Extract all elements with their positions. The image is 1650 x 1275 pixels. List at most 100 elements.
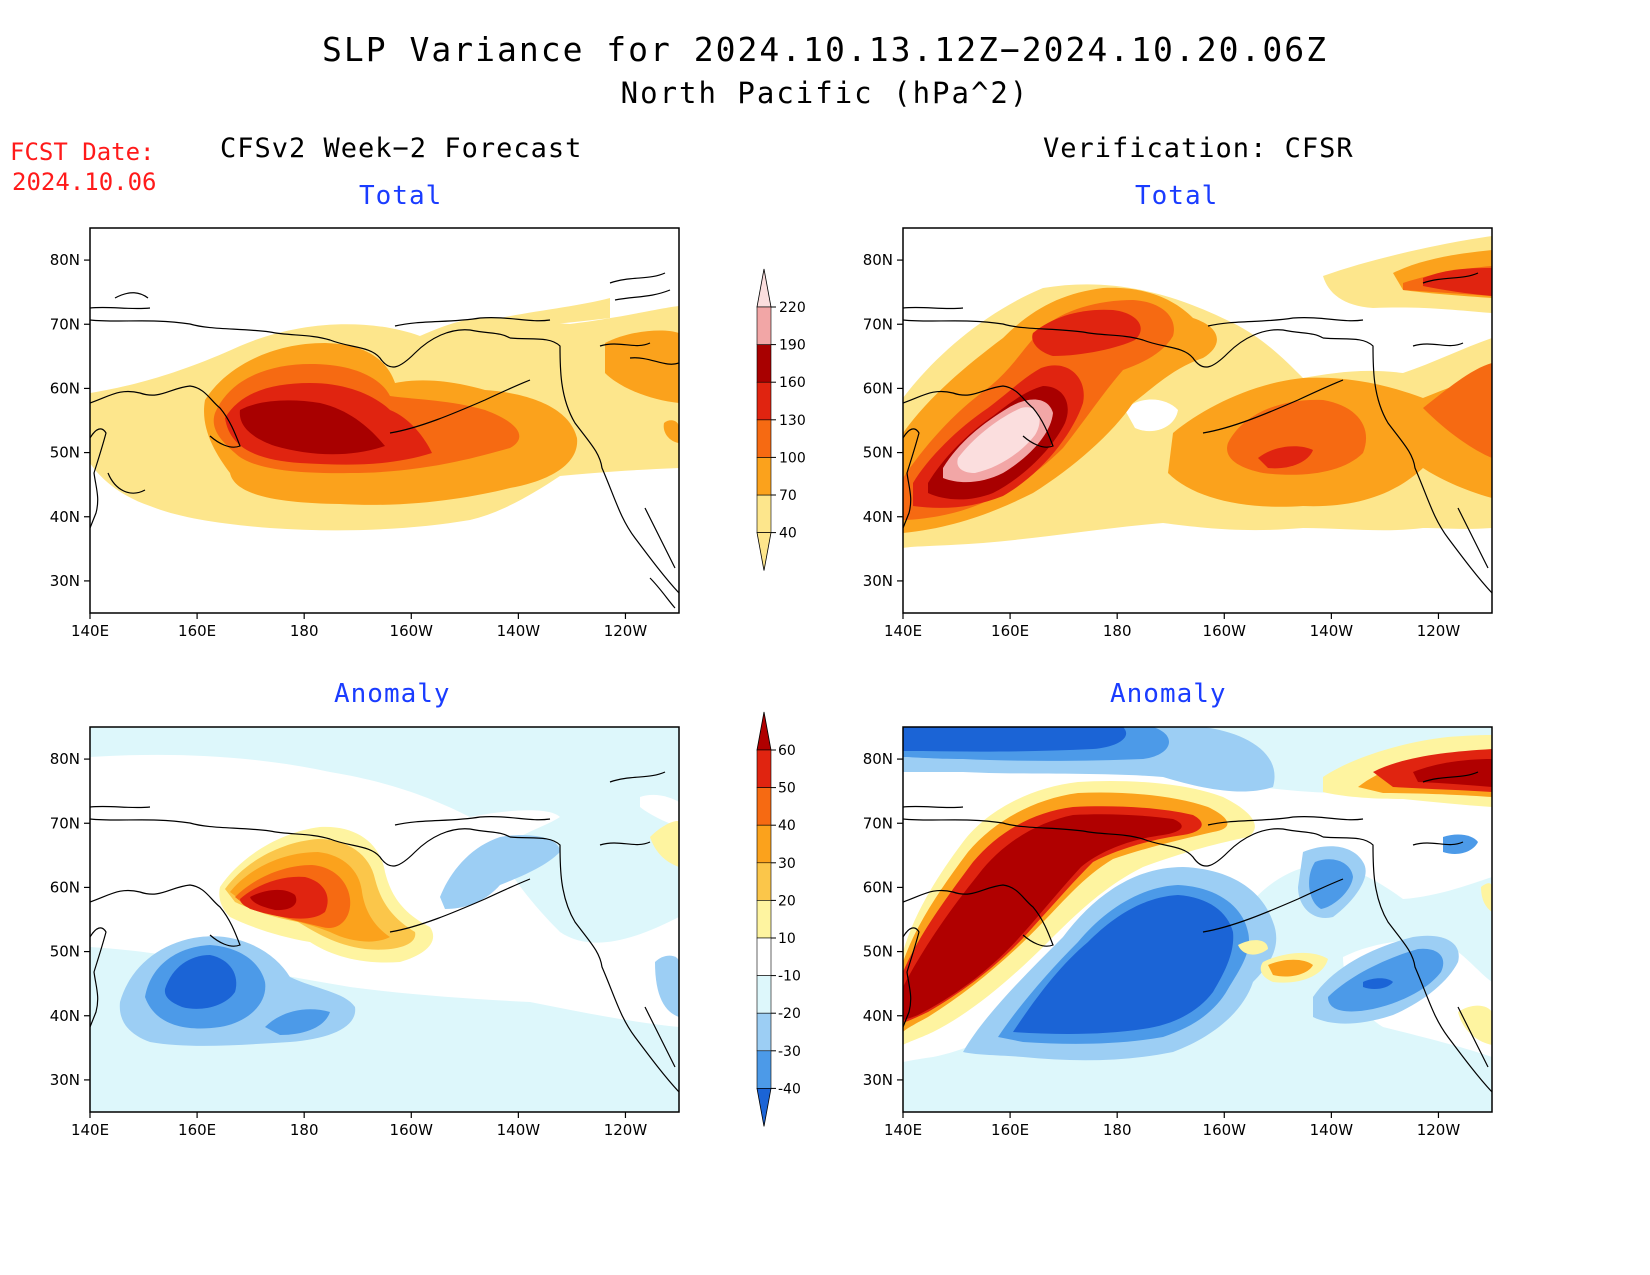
lat-tick-label: 40N [863, 1007, 893, 1025]
lat-tick-label: 50N [50, 943, 80, 961]
total-colorbar: 40 70 100 130 160 190 220 [756, 268, 806, 571]
forecast-anomaly-map: 140E 160E 180 160W 140W 120W 80N 70N 60N 50N 40N 3… [50, 726, 680, 1139]
colorbar-segment [756, 381, 772, 421]
lon-tick-label: 160W [390, 1121, 434, 1139]
colorbar-label: 60 [778, 743, 796, 759]
verification-anomaly-map: 140E 160E 180 160W 140W 120W 80N 70N 60N 50N 40N 3… [863, 726, 1493, 1139]
colorbar-label: 10 [778, 931, 796, 947]
colorbar-top-triangle [756, 268, 772, 308]
contour-neutral-2 [640, 794, 679, 827]
lat-tick-label: 40N [863, 508, 893, 526]
verification-total-map: 140E 160E 180 160W 140W 120W 80N 70N 60N 50N 40N 3… [863, 227, 1493, 640]
anomaly-colorbar: 60 50 40 30 20 10 -10 -20 -30 -40 [756, 711, 801, 1127]
coastlines [903, 771, 1492, 1093]
colorbar-segment [756, 1012, 772, 1052]
lon-tick-label: 140E [884, 1121, 922, 1139]
lon-axis: 140E 160E 180 160W 140W 120W [71, 613, 647, 640]
forecast-total-map: 140E 160E 180 160W 140W 120W 80N 70N 60N 50N 40N 3… [50, 227, 680, 640]
contour-neg-30-ne [1443, 834, 1478, 854]
lat-tick-label: 60N [50, 379, 80, 397]
colorbar-label: -10 [778, 969, 801, 985]
lat-tick-label: 60N [863, 379, 893, 397]
lat-tick-label: 70N [50, 814, 80, 832]
lat-tick-label: 80N [863, 750, 893, 768]
colorbar-label: 30 [778, 856, 796, 872]
colorbar-label: 190 [779, 338, 806, 354]
lon-tick-label: 120W [604, 622, 648, 640]
colorbar-label: 100 [779, 450, 806, 466]
lon-tick-label: 180 [1103, 1121, 1132, 1139]
colorbar-segment [756, 344, 772, 383]
hole-north [1398, 311, 1463, 337]
colorbar-label: -20 [778, 1006, 801, 1022]
colorbar-segment [756, 1050, 772, 1089]
colorbar-label: 50 [778, 781, 796, 797]
lon-tick-label: 160W [390, 622, 434, 640]
contour-neg-20-ne [440, 835, 560, 909]
contour-160 [239, 400, 385, 455]
lat-tick-label: 50N [50, 444, 80, 462]
coastlines [90, 272, 679, 609]
lat-tick-label: 50N [863, 444, 893, 462]
forecast-anomaly-contours [90, 727, 679, 1112]
coastlines [90, 771, 679, 1093]
lon-tick-label: 160E [178, 622, 216, 640]
lat-tick-label: 70N [50, 315, 80, 333]
colorbar-label: 40 [779, 526, 797, 542]
colorbar-segment [756, 900, 772, 939]
lon-tick-label: 180 [1103, 622, 1132, 640]
colorbar-bottom-triangle [756, 532, 772, 571]
lat-axis: 80N 70N 60N 50N 40N 30N [50, 251, 90, 590]
right-column-heading: Verification: CFSR [1043, 133, 1354, 164]
colorbar-segment [756, 749, 772, 788]
panel-title-verification-anomaly: Anomaly [1110, 679, 1227, 709]
lon-tick-label: 160E [178, 1121, 216, 1139]
lon-tick-label: 140E [884, 622, 922, 640]
lat-tick-label: 80N [50, 750, 80, 768]
lon-tick-label: 120W [1417, 622, 1461, 640]
map-frame [902, 726, 1493, 1113]
map-frame [89, 726, 680, 1113]
colorbar-label: 130 [779, 413, 806, 429]
contour-220 [957, 407, 1040, 473]
lat-tick-label: 30N [863, 572, 893, 590]
contour-pos-10-ne [650, 820, 679, 867]
contour-neg-20-e [655, 955, 679, 1017]
contour-neg-30-b [265, 1009, 330, 1035]
lon-axis: 140E 160E 180 160W 140W 120W [71, 1112, 647, 1139]
left-column-heading: CFSv2 Week−2 Forecast [220, 133, 583, 164]
lat-tick-label: 40N [50, 508, 80, 526]
panel-title-forecast-total: Total [359, 181, 443, 211]
lat-tick-label: 50N [863, 943, 893, 961]
verification-total-contours [903, 228, 1492, 613]
lat-tick-label: 60N [863, 878, 893, 896]
colorbar-segment [756, 457, 772, 496]
lon-tick-label: 140E [71, 1121, 109, 1139]
colorbar-label: -30 [778, 1044, 801, 1060]
colorbar-segment [756, 787, 772, 826]
lon-tick-label: 120W [604, 1121, 648, 1139]
lat-tick-label: 80N [50, 251, 80, 269]
figure-title: SLP Variance for 2024.10.13.12Z−2024.10.… [322, 30, 1328, 69]
lon-tick-label: 180 [290, 622, 319, 640]
contour-pos-60-main [903, 814, 1182, 1020]
colorbar-label: 220 [779, 300, 806, 316]
contour-40-arctic [420, 298, 610, 338]
lat-axis: 80N 70N 60N 50N 40N 30N [50, 750, 90, 1089]
forecast-date-label: FCST Date: [10, 138, 155, 166]
contour-130-ne [1423, 268, 1492, 296]
colorbar-segment [756, 306, 772, 345]
contour-neg-40-se [1363, 978, 1393, 990]
contour-pos-60 [250, 889, 297, 911]
lat-axis: 80N 70N 60N 50N 40N 30N [863, 750, 903, 1089]
colorbar-segment [756, 824, 772, 864]
map-frame [89, 227, 680, 614]
lon-tick-label: 120W [1417, 1121, 1461, 1139]
contour-neg-40-main [1013, 895, 1234, 1034]
contour-neg-40 [164, 955, 237, 1009]
figure-subtitle: North Pacific (hPa^2) [620, 76, 1030, 110]
colorbar-bottom-triangle [756, 1088, 772, 1127]
colorbar-label: 40 [778, 818, 796, 834]
panel-title-verification-total: Total [1135, 181, 1219, 211]
lon-tick-label: 140W [497, 622, 541, 640]
